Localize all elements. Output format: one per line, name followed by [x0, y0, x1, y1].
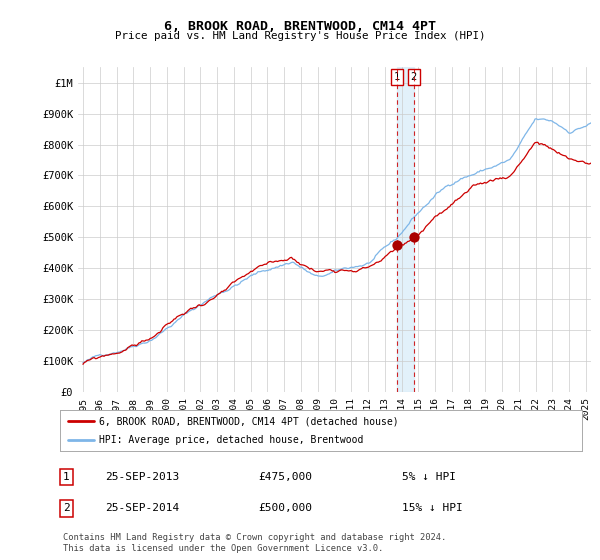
- Text: 5% ↓ HPI: 5% ↓ HPI: [402, 472, 456, 482]
- Text: £475,000: £475,000: [258, 472, 312, 482]
- Text: 6, BROOK ROAD, BRENTWOOD, CM14 4PT (detached house): 6, BROOK ROAD, BRENTWOOD, CM14 4PT (deta…: [99, 417, 399, 426]
- Text: 2: 2: [63, 503, 70, 514]
- Text: 1: 1: [394, 72, 400, 82]
- Text: 1: 1: [63, 472, 70, 482]
- Text: 6, BROOK ROAD, BRENTWOOD, CM14 4PT: 6, BROOK ROAD, BRENTWOOD, CM14 4PT: [164, 20, 436, 32]
- Point: [409, 233, 419, 242]
- Text: Contains HM Land Registry data © Crown copyright and database right 2024.
This d: Contains HM Land Registry data © Crown c…: [63, 533, 446, 553]
- Text: Price paid vs. HM Land Registry's House Price Index (HPI): Price paid vs. HM Land Registry's House …: [115, 31, 485, 41]
- Text: 2: 2: [410, 72, 417, 82]
- Point: [392, 241, 402, 250]
- Text: £500,000: £500,000: [258, 503, 312, 514]
- Text: 25-SEP-2013: 25-SEP-2013: [105, 472, 179, 482]
- Text: 25-SEP-2014: 25-SEP-2014: [105, 503, 179, 514]
- Bar: [397, 67, 414, 392]
- Text: HPI: Average price, detached house, Brentwood: HPI: Average price, detached house, Bren…: [99, 435, 364, 445]
- Text: 15% ↓ HPI: 15% ↓ HPI: [402, 503, 463, 514]
